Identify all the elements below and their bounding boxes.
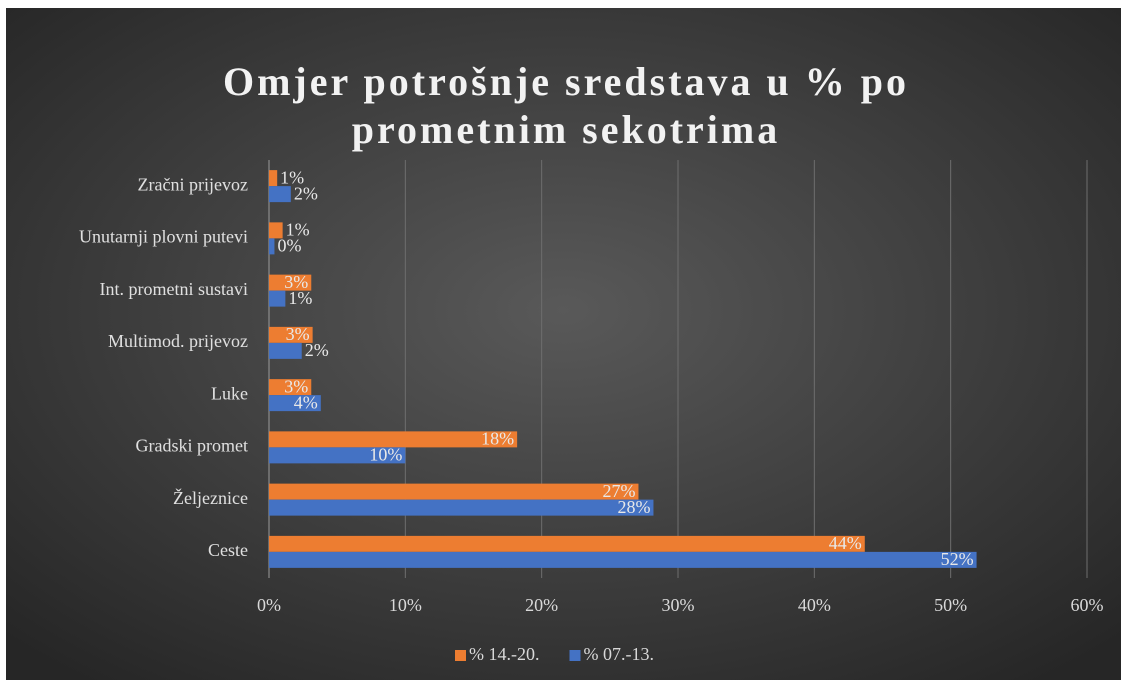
data-label: 4%	[294, 392, 318, 412]
bar	[269, 535, 865, 552]
data-label: 2%	[305, 340, 329, 360]
bar	[269, 170, 278, 187]
data-label: 28%	[617, 497, 650, 517]
chart-title: Omjer potrošnje sredstava u % po prometni…	[223, 59, 909, 152]
legend-label: % 14.-20.	[469, 644, 540, 664]
data-label: 3%	[286, 324, 310, 344]
data-label: 3%	[284, 272, 308, 292]
bar	[269, 326, 313, 343]
data-label: 2%	[294, 183, 318, 203]
y-tick-label: Željeznice	[173, 487, 248, 508]
data-label: 0%	[277, 236, 301, 256]
data-label: 52%	[941, 549, 974, 569]
bar	[269, 431, 518, 448]
y-tick-label: Ceste	[208, 540, 248, 560]
x-tick-label: 40%	[798, 595, 831, 615]
data-label: 1%	[280, 167, 304, 187]
y-tick-label: Luke	[211, 383, 248, 403]
y-tick-label: Int. prometni sustavi	[100, 279, 248, 299]
bar	[269, 290, 286, 307]
x-tick-label: 20%	[525, 595, 558, 615]
y-tick-label: Zračni prijevoz	[138, 174, 248, 194]
bar	[269, 551, 977, 568]
bar	[269, 483, 639, 500]
x-tick-label: 30%	[662, 595, 695, 615]
bar	[269, 274, 312, 291]
bar	[269, 238, 275, 255]
x-tick-label: 10%	[389, 595, 422, 615]
data-label: 1%	[286, 220, 310, 240]
legend-swatch	[455, 650, 466, 661]
data-label: 44%	[829, 533, 862, 553]
x-tick-label: 0%	[257, 595, 281, 615]
bar	[269, 395, 321, 412]
bar	[269, 186, 291, 203]
x-tick-label: 60%	[1071, 595, 1104, 615]
bar	[269, 342, 302, 359]
x-tick-label: 50%	[934, 595, 967, 615]
bar	[269, 379, 312, 396]
data-label: 27%	[602, 481, 635, 501]
data-label: 10%	[369, 445, 402, 465]
bar	[269, 447, 406, 464]
legend-swatch	[569, 650, 581, 661]
y-tick-label: Gradski promet	[136, 436, 248, 456]
bar	[269, 499, 654, 516]
y-tick-label: Unutarnji plovni putevi	[79, 227, 248, 247]
data-label: 3%	[284, 376, 308, 396]
bar	[269, 222, 283, 239]
data-label: 1%	[288, 288, 312, 308]
data-label: 18%	[481, 429, 514, 449]
legend-label: % 07.-13.	[584, 644, 655, 664]
y-tick-label: Multimod. prijevoz	[108, 331, 248, 351]
chart-background	[6, 8, 1121, 680]
